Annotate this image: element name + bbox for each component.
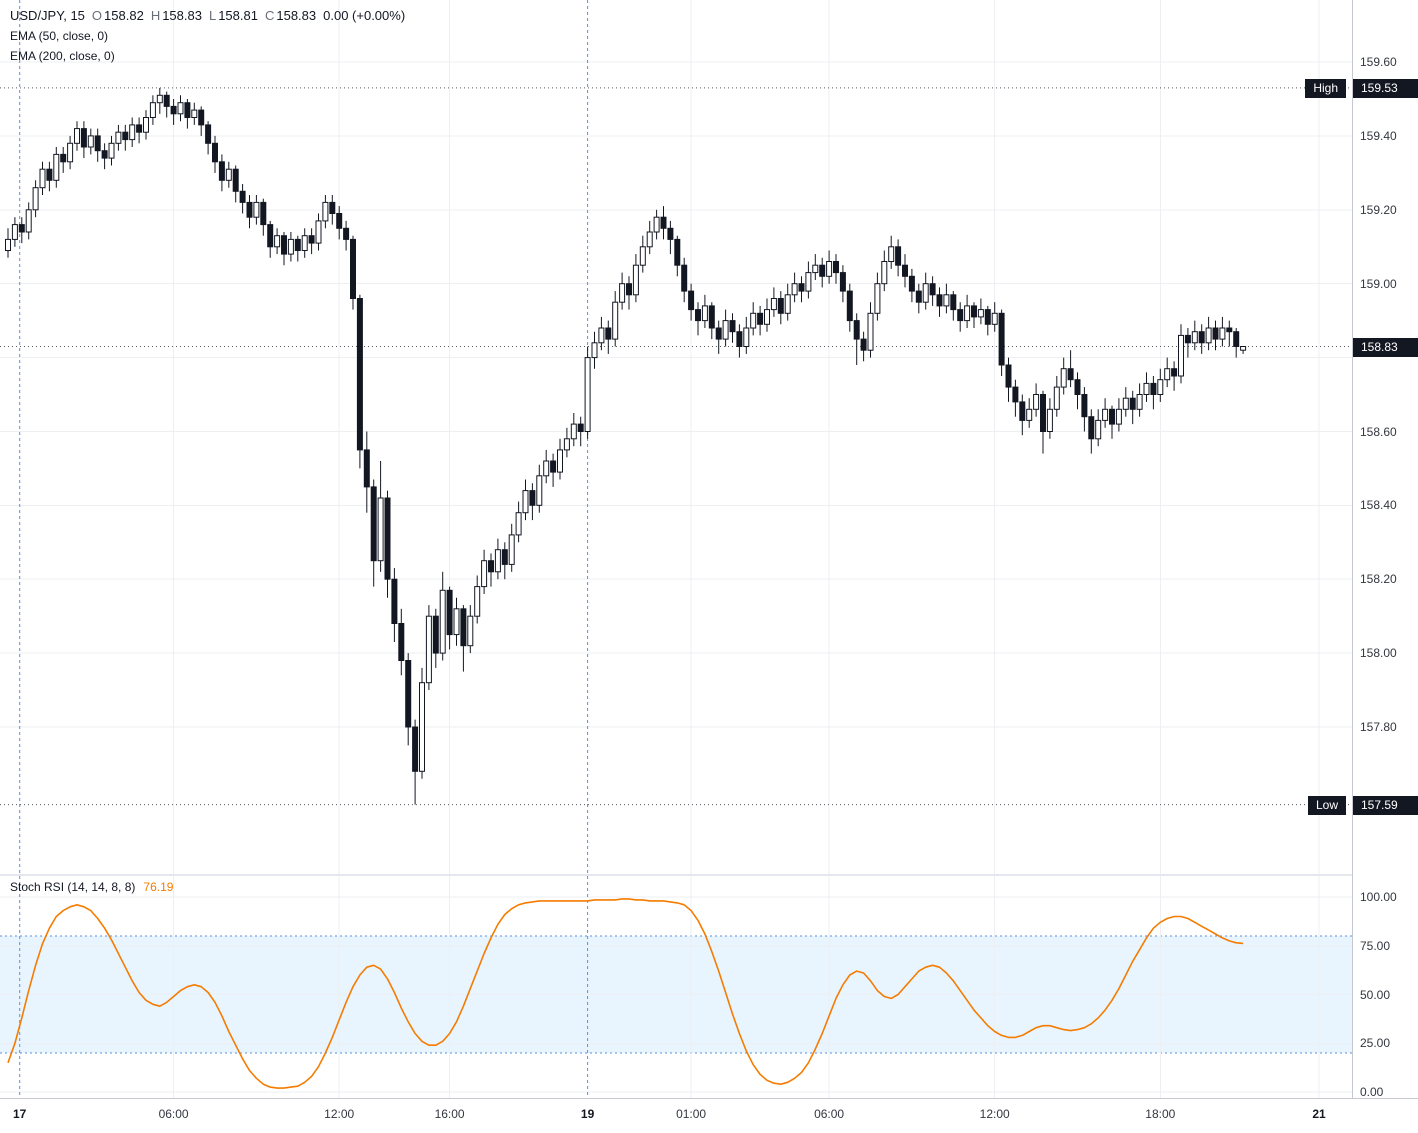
high-label-tag: High xyxy=(1305,78,1346,98)
stoch-axis-label: 100.00 xyxy=(1360,890,1397,904)
time-axis-label: 18:00 xyxy=(1145,1107,1176,1121)
legend: USD/JPY, 15 O 158.82 H 158.83 L 158.81 C 158.83 0… xyxy=(10,6,405,66)
stoch-rsi-legend: Stoch RSI (14, 14, 8, 8) 76.19 xyxy=(10,880,173,894)
time-axis-label: 19 xyxy=(580,1107,595,1121)
grid-lines xyxy=(0,876,1352,1098)
time-axis-label: 21 xyxy=(1312,1107,1326,1121)
time-axis-label: 12:00 xyxy=(324,1107,355,1121)
grid-lines xyxy=(0,0,1352,874)
price-axis-label: 158.40 xyxy=(1360,498,1397,513)
session-lines xyxy=(19,876,589,1098)
time-axis-label: 12:00 xyxy=(979,1107,1010,1121)
stoch-axis-label: 0.00 xyxy=(1360,1085,1384,1099)
open-label: O xyxy=(91,8,103,23)
symbol-title[interactable]: USD/JPY, 15 xyxy=(10,8,85,23)
pane-separator[interactable] xyxy=(0,874,1418,876)
price-axis-label: 159.60 xyxy=(1360,55,1397,70)
marker-lines xyxy=(0,87,1352,806)
close-value: 158.83 xyxy=(276,8,317,23)
price-axis-label: 159.40 xyxy=(1360,128,1397,143)
stoch-axis-label: 25.00 xyxy=(1360,1036,1391,1051)
session-lines xyxy=(19,0,589,874)
price-axis-label: 158.20 xyxy=(1360,572,1397,587)
price-axis-label: 158.00 xyxy=(1360,646,1397,661)
time-axis-label: 17 xyxy=(13,1107,27,1121)
time-axis-label: 16:00 xyxy=(434,1107,465,1121)
stoch-rsi-label[interactable]: Stoch RSI (14, 14, 8, 8) xyxy=(10,880,136,894)
close-label: C xyxy=(264,8,275,23)
stoch-axis-label: 75.00 xyxy=(1360,938,1391,953)
change-value: 0.00 (+0.00%) xyxy=(323,8,406,23)
high-label: H xyxy=(150,8,161,23)
price-axis[interactable]: 159.53 158.83 157.59 159.60 159.40 159.20 1… xyxy=(1352,0,1418,1099)
price-axis-label: 159.00 xyxy=(1360,276,1397,291)
stoch-rsi-value: 76.19 xyxy=(143,880,174,894)
stoch-axis-label: 50.00 xyxy=(1360,987,1391,1002)
high-value: 158.83 xyxy=(162,8,202,23)
last-price-badge: 158.83 xyxy=(1353,337,1418,357)
low-label-tag: Low xyxy=(1307,795,1346,815)
candlestick-chart[interactable] xyxy=(0,0,1352,874)
stoch-rsi-chart[interactable] xyxy=(0,876,1352,1098)
price-axis-label: 159.20 xyxy=(1360,202,1397,217)
candles-series xyxy=(5,87,1247,805)
stoch-rsi-line xyxy=(7,898,1244,1089)
high-price-badge: 159.53 xyxy=(1353,78,1418,98)
time-axis-label: 06:00 xyxy=(814,1107,845,1121)
indicator-ema200[interactable]: EMA (200, close, 0) xyxy=(10,49,115,63)
indicator-ema50[interactable]: EMA (50, close, 0) xyxy=(10,29,109,43)
symbol-row: USD/JPY, 15 O 158.82 H 158.83 L 158.81 C 158.83 0… xyxy=(10,6,405,26)
price-axis-label: 157.80 xyxy=(1360,720,1397,734)
stoch-rsi-pane[interactable]: Stoch RSI (14, 14, 8, 8) 76.19 xyxy=(0,876,1352,1098)
open-value: 158.82 xyxy=(104,8,144,23)
time-axis-label: 01:00 xyxy=(676,1107,707,1121)
low-price-badge: 157.59 xyxy=(1353,795,1418,815)
price-axis-label: 158.60 xyxy=(1360,424,1397,439)
time-axis[interactable]: 17 06:00 12:00 16:00 19 01:00 06:00 12:00 18:00 2… xyxy=(0,1098,1418,1133)
time-axis-label: 06:00 xyxy=(158,1107,189,1121)
low-value: 158.81 xyxy=(218,8,258,23)
low-label: L xyxy=(208,8,217,23)
price-pane[interactable]: USD/JPY, 15 O 158.82 H 158.83 L 158.81 C 158.83 0… xyxy=(0,0,1352,874)
